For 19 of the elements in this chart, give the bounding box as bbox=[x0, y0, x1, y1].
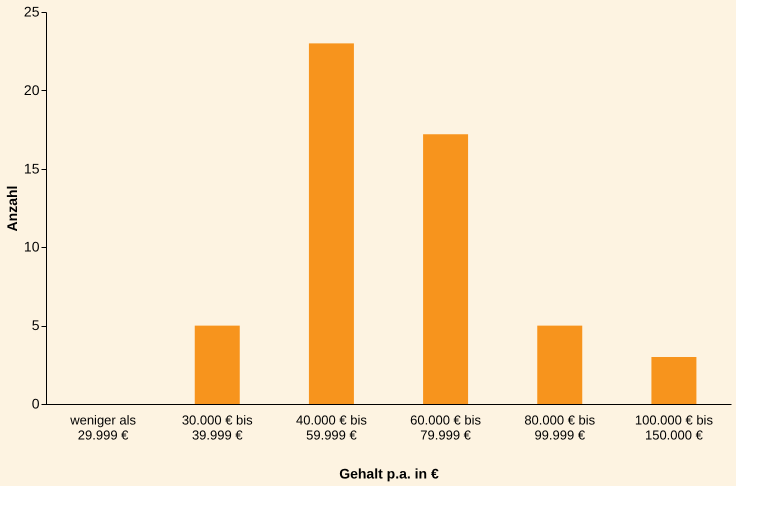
y-axis-title: Anzahl bbox=[4, 186, 20, 232]
y-tick-label: 0 bbox=[32, 396, 40, 412]
x-axis-title: Gehalt p.a. in € bbox=[339, 466, 439, 482]
bar bbox=[423, 134, 468, 404]
bar bbox=[308, 43, 354, 404]
y-tick-label: 5 bbox=[32, 317, 40, 334]
y-tick-label: 15 bbox=[24, 160, 40, 176]
x-tick-label: weniger als 29.999 € bbox=[69, 412, 136, 442]
bar bbox=[194, 326, 240, 404]
y-tick-label: 20 bbox=[24, 82, 40, 98]
x-tick-label: 100.000 € bis 150.000 € bbox=[634, 412, 714, 442]
bar bbox=[651, 356, 696, 404]
x-tick-label: 30.000 € bis 39.999 € bbox=[182, 412, 254, 442]
y-tick-label: 25 bbox=[24, 4, 40, 20]
y-tick-label: 10 bbox=[24, 238, 40, 255]
x-tick-label: 80.000 € bis 99.999 € bbox=[524, 412, 596, 442]
x-tick-label: 60.000 € bis 79.999 € bbox=[410, 412, 482, 442]
bar bbox=[537, 326, 582, 404]
x-tick-label: 40.000 € bis 59.999 € bbox=[296, 412, 368, 442]
